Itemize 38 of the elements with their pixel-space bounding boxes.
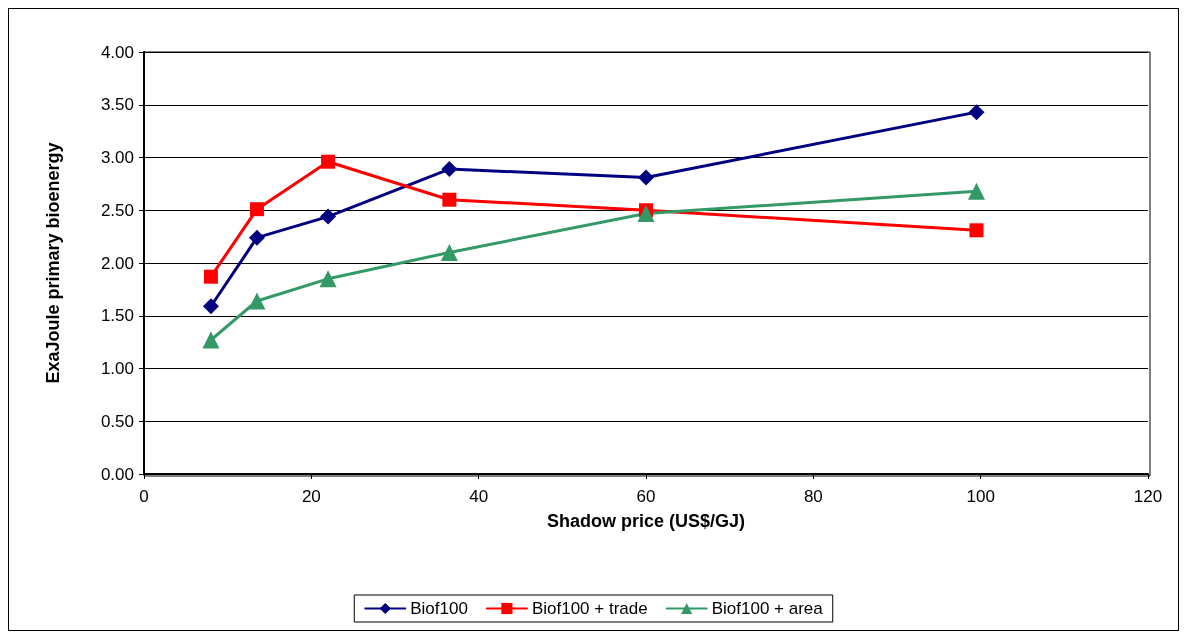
y-tick-label: 0.00 [100, 464, 134, 484]
point [968, 104, 985, 121]
x-tick-label: 60 [636, 487, 656, 506]
y-tick-label: 0.50 [100, 411, 134, 431]
point [638, 169, 654, 186]
point [248, 229, 265, 246]
y-tick-label: 2.50 [100, 200, 134, 220]
point [637, 204, 655, 222]
y-axis-title: ExaJoule primary bioenergy [43, 142, 63, 384]
y-tick-label: 1.50 [100, 306, 134, 326]
y-tick-label: 4.00 [100, 42, 134, 62]
x-axis-title: Shadow price (US$/GJ) [546, 511, 746, 531]
point [442, 192, 457, 207]
x-tick-label: 80 [803, 487, 823, 506]
point [203, 269, 218, 284]
point [967, 182, 985, 200]
x-tick-label: 20 [301, 487, 321, 506]
point [441, 161, 458, 178]
y-tick-label: 2.00 [100, 253, 134, 273]
x-tick-label: 120 [1133, 487, 1163, 506]
point [321, 154, 336, 169]
point [248, 292, 266, 310]
point [202, 298, 219, 315]
point [440, 243, 458, 261]
legend-label: Biof100 + area [711, 599, 824, 618]
point [249, 202, 264, 217]
legend-label: Biof100 [410, 599, 468, 618]
y-tick-label: 1.00 [100, 359, 134, 378]
point [319, 270, 337, 288]
x-tick-label: 0 [139, 487, 149, 506]
point [969, 223, 984, 238]
x-tick-label: 100 [966, 487, 995, 506]
y-tick-label: 3.00 [100, 148, 134, 167]
legend-label: Biof100 + trade [531, 599, 648, 618]
x-tick-label: 40 [469, 487, 489, 506]
y-tick-label: 3.50 [100, 95, 134, 115]
point [202, 331, 220, 349]
point [320, 208, 337, 225]
